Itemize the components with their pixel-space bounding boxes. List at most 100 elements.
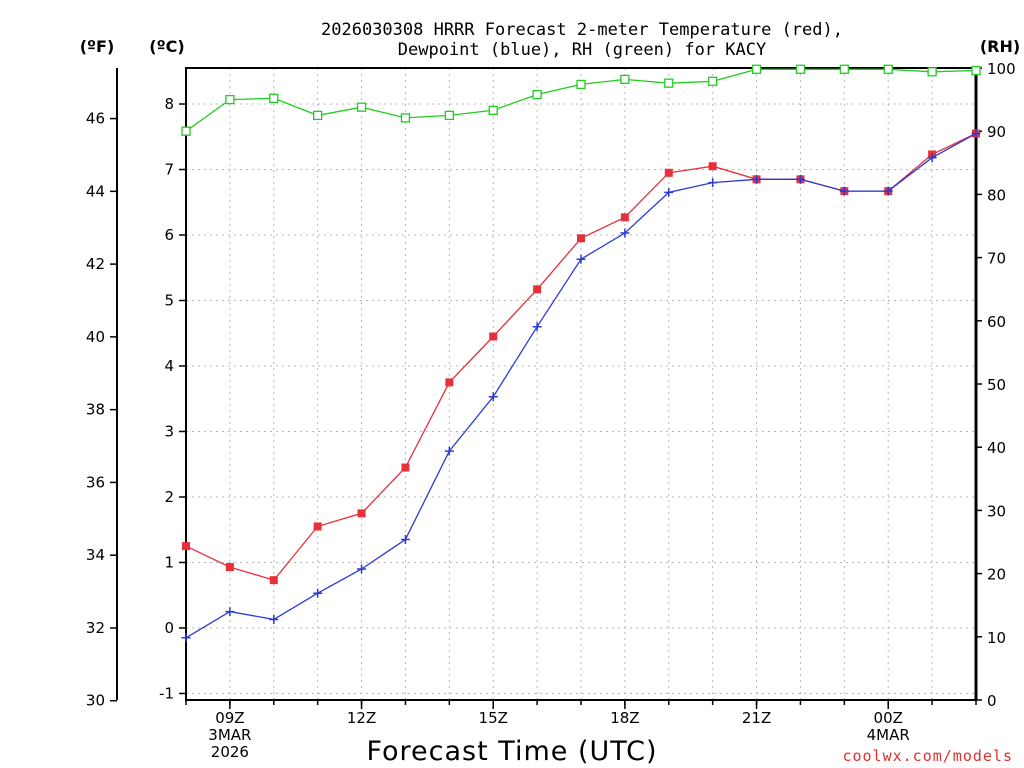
fahrenheit-tick-label: 40 — [86, 328, 105, 346]
dewpoint-point — [313, 588, 323, 598]
dewpoint-point — [181, 633, 191, 643]
temperature-point — [533, 285, 542, 294]
rh-tick-label: 10 — [987, 629, 1006, 647]
rh-tick-label: 100 — [987, 60, 1016, 78]
rh-tick-label: 40 — [987, 439, 1006, 457]
x-axis-label: Forecast Time (UTC) — [366, 736, 657, 767]
x-tick-label: 21Z — [742, 709, 771, 727]
rh-tick-label: 90 — [987, 123, 1006, 141]
plot-frame — [185, 67, 977, 701]
dewpoint-point — [576, 254, 586, 264]
dewpoint-point — [752, 174, 762, 184]
fahrenheit-tick-label: 42 — [86, 255, 105, 273]
temperature-point — [182, 542, 190, 551]
rh-tick-label: 80 — [987, 186, 1006, 204]
rh-point — [620, 74, 630, 85]
x-tick-label: 09Z — [215, 709, 244, 727]
rh-tick-label: 20 — [987, 566, 1006, 584]
celsius-unit-label: (ºC) — [149, 37, 184, 56]
fahrenheit-unit-label: (ºF) — [80, 37, 115, 56]
fahrenheit-tick-label: 38 — [86, 401, 105, 419]
temperature-point — [225, 563, 234, 572]
temperature-point — [620, 213, 629, 222]
rh-tick-label: 70 — [987, 250, 1006, 268]
celsius-tick-label: 7 — [164, 161, 174, 179]
rh-point — [927, 67, 937, 77]
rh-point — [971, 65, 981, 76]
dewpoint-point — [839, 186, 849, 196]
rh-point — [751, 64, 762, 74]
rh-line — [185, 68, 977, 132]
dewpoint-point — [664, 187, 674, 197]
fahrenheit-tick-label: 46 — [86, 110, 105, 128]
dewpoint-point — [444, 446, 454, 456]
x-tick-label: 18Z — [610, 709, 639, 727]
dewpoint-point — [708, 178, 718, 188]
x-tick-label: 4MAR — [867, 726, 910, 744]
x-tick-label: 3MAR — [208, 726, 251, 744]
dewpoint-point — [927, 153, 937, 163]
rh-point — [664, 78, 674, 88]
celsius-tick-label: -1 — [159, 684, 174, 702]
chart-title-line-2: Dewpoint (blue), RH (green) for KACY — [398, 40, 766, 60]
x-tick-label: 00Z — [874, 709, 903, 727]
temperature-point — [445, 378, 454, 387]
fahrenheit-tick-label: 30 — [86, 692, 105, 710]
rh-point — [795, 64, 806, 74]
temperature-point — [357, 509, 366, 518]
celsius-tick-label: 0 — [164, 619, 174, 637]
dewpoint-point — [357, 564, 367, 574]
rh-point — [532, 89, 542, 100]
rh-point — [269, 93, 279, 103]
dewpoint-point — [400, 535, 410, 545]
dewpoint-point — [795, 174, 805, 184]
grid — [186, 68, 976, 700]
x-tick-label: 12Z — [347, 709, 376, 727]
rh-tick-label: 30 — [987, 502, 1006, 520]
temperature-point — [269, 576, 278, 585]
celsius-tick-label: 2 — [164, 488, 174, 506]
rh-point — [576, 79, 586, 90]
dewpoint-line — [185, 132, 977, 639]
temperature-point — [489, 332, 498, 341]
temperature-point — [313, 522, 322, 531]
rh-point — [444, 110, 454, 121]
dewpoint-point — [971, 128, 981, 138]
rh-point — [225, 94, 235, 105]
rh-point — [708, 76, 718, 86]
dewpoint-point — [269, 614, 279, 624]
fahrenheit-tick-label: 32 — [86, 619, 105, 637]
rh-point — [883, 64, 893, 74]
x-tick-label: 2026 — [211, 743, 249, 761]
dewpoint-point — [883, 186, 893, 196]
chart-title-line-1: 2026030308 HRRR Forecast 2-meter Tempera… — [321, 20, 843, 40]
dewpoint-point — [620, 228, 630, 238]
rh-point — [181, 126, 191, 136]
temperature-point — [577, 234, 585, 243]
celsius-tick-label: 3 — [164, 422, 174, 440]
celsius-tick-label: 1 — [164, 553, 174, 571]
dewpoint-point — [225, 607, 235, 617]
x-tick-label: 15Z — [479, 709, 508, 727]
series-lines — [181, 64, 981, 643]
rh-tick-label: 50 — [987, 376, 1006, 394]
rh-point — [488, 105, 498, 115]
temperature-point — [664, 168, 673, 177]
axes: 303234363840424446-101234567801020304050… — [86, 60, 1016, 761]
dewpoint-point — [488, 392, 498, 402]
rh-point — [313, 110, 323, 121]
fahrenheit-tick-label: 34 — [86, 546, 105, 564]
celsius-tick-label: 4 — [164, 357, 174, 375]
rh-tick-label: 60 — [987, 313, 1006, 331]
celsius-tick-label: 6 — [164, 226, 174, 244]
celsius-tick-label: 8 — [164, 95, 174, 113]
temperature-point — [401, 463, 410, 472]
rh-tick-label: 0 — [987, 692, 997, 710]
dewpoint-point — [532, 322, 542, 332]
temperature-point — [708, 162, 717, 171]
rh-point — [400, 113, 411, 123]
rh-point — [356, 102, 367, 112]
rh-point — [839, 64, 849, 74]
fahrenheit-tick-label: 36 — [86, 473, 105, 491]
